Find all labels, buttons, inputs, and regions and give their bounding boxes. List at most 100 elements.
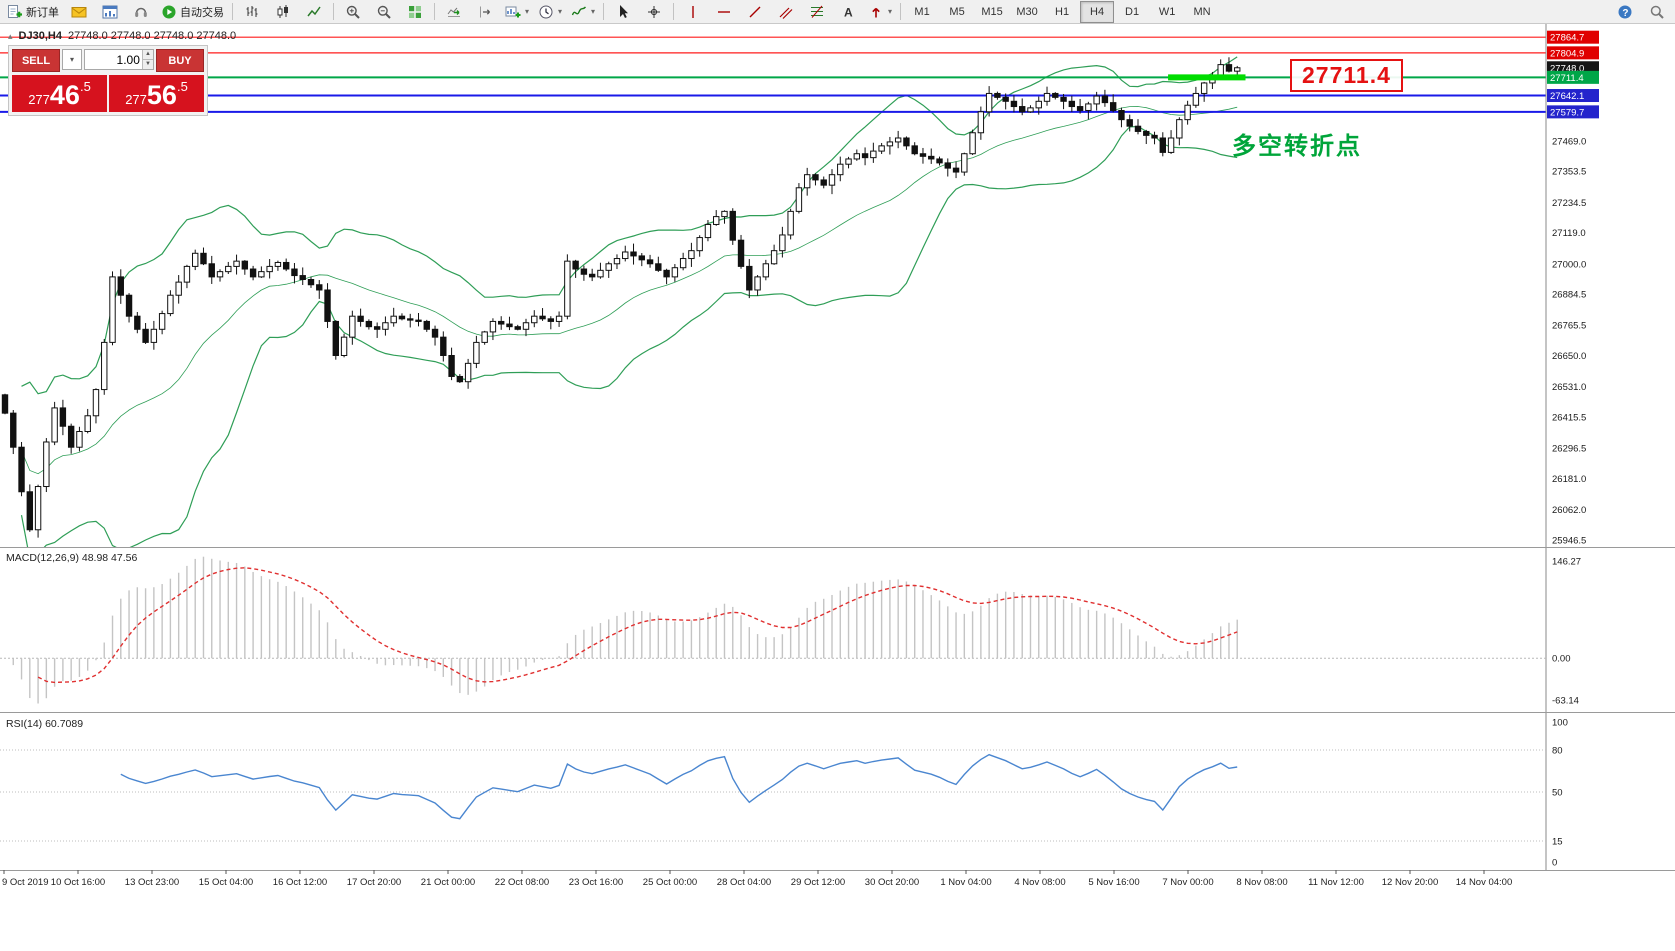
timeframe-w1[interactable]: W1 <box>1150 1 1184 23</box>
time-axis-label: 23 Oct 16:00 <box>569 877 623 888</box>
autotrading-button-label: 自动交易 <box>180 6 224 19</box>
rsi-axis-label: 50 <box>1552 788 1563 799</box>
zoom-in-icon <box>345 4 361 20</box>
bar-chart-button[interactable] <box>237 1 267 23</box>
search-icon <box>1649 4 1665 20</box>
timeframe-h4[interactable]: H4 <box>1080 0 1115 23</box>
zoom-in-button[interactable] <box>338 1 368 23</box>
cursor-tool-button[interactable] <box>608 1 638 23</box>
ohlc-bars-icon <box>244 4 260 20</box>
timeframe-m1-label: M1 <box>914 5 930 18</box>
auto-scroll-icon <box>446 4 462 20</box>
support-button[interactable] <box>126 1 156 23</box>
timeframe-w1-label: W1 <box>1158 5 1176 18</box>
arrows-tool[interactable]: ▾ <box>864 1 896 23</box>
hline-icon <box>716 4 732 20</box>
timeframe-m30[interactable]: M30 <box>1010 1 1044 23</box>
time-axis-label: 17 Oct 20:00 <box>347 877 401 888</box>
search-button[interactable] <box>1642 1 1672 23</box>
main-toolbar: 新订单 自动交易 ▾ ▾ ▾ A ▾ M1 M5 M15 M30 H1 H4 D1 W1 MN? <box>0 0 1675 24</box>
trendline-tool[interactable] <box>740 1 770 23</box>
sell-button[interactable]: SELL <box>12 49 60 72</box>
channel-tool[interactable] <box>771 1 801 23</box>
price-badge-27711.4: 27711.4 <box>1550 73 1584 84</box>
macd-histogram <box>12 556 1238 704</box>
timeframe-h1[interactable]: H1 <box>1045 1 1079 23</box>
buy-button[interactable]: BUY <box>156 49 204 72</box>
fibonacci-tool[interactable] <box>802 1 832 23</box>
volume-up-icon[interactable]: ▲ <box>142 50 153 59</box>
rsi-axis-label: 80 <box>1552 746 1563 757</box>
macd-label: MACD(12,26,9) 48.98 47.56 <box>6 552 138 564</box>
crosshair-tool-button[interactable] <box>639 1 669 23</box>
price-decimal: .5 <box>176 79 188 94</box>
sell-price[interactable]: 277 46.5 <box>12 75 107 112</box>
tile-windows-icon <box>407 4 423 20</box>
period-selector-button[interactable]: ▾ <box>534 1 566 23</box>
time-axis-label: 28 Oct 04:00 <box>717 877 771 888</box>
candlestick-chart-button[interactable] <box>268 1 298 23</box>
chevron-down-icon: ▾ <box>525 7 530 16</box>
timeframe-h4-label: H4 <box>1090 5 1105 18</box>
new-order-button[interactable]: 新订单 <box>3 1 63 23</box>
text-icon: A <box>840 4 856 20</box>
help-button[interactable]: ? <box>1610 1 1640 23</box>
price-pane <box>0 36 1546 547</box>
zoom-out-icon <box>376 4 392 20</box>
bollinger-upper-band <box>21 56 1238 395</box>
horizontal-line-tool[interactable] <box>709 1 739 23</box>
line-chart-icon <box>306 4 322 20</box>
timeframe-h1-label: H1 <box>1055 5 1070 18</box>
cursor-icon <box>615 4 631 20</box>
market-watch-button[interactable] <box>95 1 125 23</box>
indicators-button[interactable]: ▾ <box>567 1 599 23</box>
buy-price[interactable]: 277 56.5 <box>109 75 204 112</box>
time-axis-label: 25 Oct 00:00 <box>643 877 697 888</box>
timeframe-m5[interactable]: M5 <box>940 1 974 23</box>
text-tool[interactable]: A <box>833 1 863 23</box>
timeframe-d1[interactable]: D1 <box>1115 1 1149 23</box>
rsi-line <box>120 753 1238 820</box>
zoom-out-button[interactable] <box>369 1 399 23</box>
mail-icon <box>71 4 87 20</box>
chart-canvas[interactable]: 27469.0 27353.5 27234.5 27119.0 27000.0 26884… <box>0 24 1675 951</box>
chart-shift-button[interactable] <box>470 1 500 23</box>
price-scale-label: 26296.5 <box>1552 444 1586 455</box>
volume-down-icon[interactable]: ▼ <box>142 59 153 69</box>
timeframe-m5-label: M5 <box>949 5 965 18</box>
price-badge-27864.7: 27864.7 <box>1550 33 1584 44</box>
timeframe-m1[interactable]: M1 <box>905 1 939 23</box>
price-scale-label: 27469.0 <box>1552 136 1586 147</box>
quick-panel-collapse-icon[interactable]: ▴ <box>8 30 13 41</box>
trade-controls-row: SELL ▾ ▲ ▼ BUY <box>12 49 204 72</box>
timeframe-m15[interactable]: M15 <box>975 1 1009 23</box>
rsi-axis-label: 0 <box>1552 858 1557 869</box>
help-icon: ? <box>1617 4 1633 20</box>
vertical-line-tool[interactable] <box>678 1 708 23</box>
timeframe-mn[interactable]: MN <box>1185 1 1219 23</box>
time-axis-label: 30 Oct 20:00 <box>865 877 919 888</box>
new-chart-button[interactable]: ▾ <box>501 1 533 23</box>
new-order-icon <box>7 4 23 20</box>
timeframe-m15-label: M15 <box>981 5 1003 18</box>
mail-button[interactable] <box>64 1 94 23</box>
tile-windows-button[interactable] <box>400 1 430 23</box>
line-chart-button[interactable] <box>299 1 329 23</box>
chart-window-icon <box>102 4 118 20</box>
volume-input[interactable] <box>85 50 142 69</box>
price-callout: 27711.4 <box>1290 59 1403 92</box>
price-scale-label: 26062.0 <box>1552 505 1586 516</box>
order-type-dropdown[interactable]: ▾ <box>62 49 82 70</box>
autotrading-button[interactable]: 自动交易 <box>157 1 228 23</box>
rsi-axis-label: 100 <box>1552 718 1568 729</box>
macd-pane <box>0 556 1546 704</box>
auto-scroll-button[interactable] <box>439 1 469 23</box>
chevron-down-icon: ▾ <box>591 7 596 16</box>
time-axis-label: 13 Oct 23:00 <box>125 877 179 888</box>
price-scale-label: 26415.5 <box>1552 412 1586 423</box>
price-scale-label: 26531.0 <box>1552 382 1586 393</box>
price-scale-label: 26765.5 <box>1552 321 1586 332</box>
rsi-pane <box>0 749 1546 842</box>
price-scale-label: 25946.5 <box>1552 535 1586 546</box>
time-axis-label: 15 Oct 04:00 <box>199 877 253 888</box>
